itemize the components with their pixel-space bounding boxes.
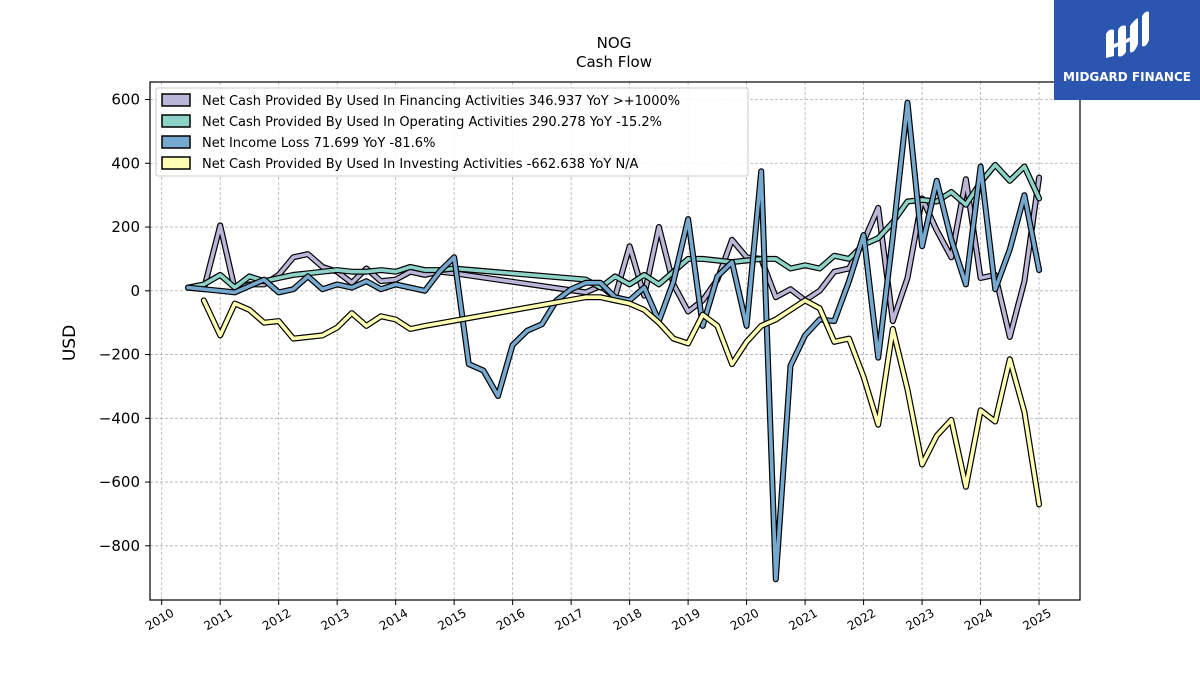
y-tick-label: 400 bbox=[111, 154, 140, 172]
series-lines bbox=[185, 99, 1043, 583]
x-tick-label: 2019 bbox=[669, 606, 702, 633]
plot-frame bbox=[149, 81, 1081, 601]
legend-entry: Net Cash Provided By Used In Investing A… bbox=[202, 157, 639, 172]
x-tick-label: 2017 bbox=[552, 606, 585, 633]
series-outline bbox=[200, 294, 1043, 508]
series-3 bbox=[200, 294, 1043, 508]
x-tick-label: 2011 bbox=[201, 606, 234, 633]
legend-entry: Net Income Loss 71.699 YoY -81.6% bbox=[202, 136, 435, 151]
x-tick-label: 2025 bbox=[1020, 606, 1053, 633]
y-tick-label: 0 bbox=[130, 282, 140, 300]
y-tick-label: −800 bbox=[99, 537, 140, 555]
y-tick-label: −600 bbox=[99, 473, 140, 491]
x-tick-label: 2022 bbox=[845, 606, 878, 633]
x-tick-label: 2020 bbox=[728, 606, 761, 633]
legend-box bbox=[155, 87, 749, 177]
legend: Net Cash Provided By Used In Financing A… bbox=[155, 87, 749, 177]
y-axis-label: USD bbox=[60, 325, 80, 361]
x-tick-label: 2014 bbox=[377, 606, 410, 633]
legend-swatch bbox=[161, 135, 191, 149]
legend-entry: Net Cash Provided By Used In Financing A… bbox=[202, 94, 680, 109]
series-2 bbox=[185, 99, 1043, 583]
x-tick-label: 2016 bbox=[494, 606, 527, 633]
y-tick-label: −200 bbox=[99, 346, 140, 364]
y-tick-label: 600 bbox=[111, 91, 140, 109]
series-line bbox=[186, 100, 1041, 582]
series-line bbox=[202, 295, 1041, 507]
x-tick-label: 2013 bbox=[318, 606, 351, 633]
chart-title: NOG bbox=[597, 34, 632, 52]
x-tick-label: 2018 bbox=[611, 606, 644, 633]
x-tick-label: 2021 bbox=[786, 606, 819, 633]
y-tick-label: −400 bbox=[99, 409, 140, 427]
x-tick-label: 2012 bbox=[260, 606, 293, 633]
legend-swatch bbox=[161, 114, 191, 128]
x-tick-label: 2023 bbox=[903, 606, 936, 633]
x-tick-label: 2015 bbox=[435, 606, 468, 633]
chart-subtitle: Cash Flow bbox=[576, 53, 652, 71]
legend-swatch bbox=[161, 93, 191, 107]
x-tick-label: 2024 bbox=[962, 606, 995, 633]
legend-swatch bbox=[161, 156, 191, 170]
brand-logo: MIDGARD FINANCE bbox=[1054, 0, 1200, 100]
x-tick-label: 2010 bbox=[143, 606, 176, 633]
brand-name: MIDGARD FINANCE bbox=[1063, 70, 1191, 84]
y-tick-label: 200 bbox=[111, 218, 140, 236]
midgard-finance-logo-icon: MIDGARD FINANCE bbox=[1054, 0, 1200, 100]
legend-entry: Net Cash Provided By Used In Operating A… bbox=[202, 115, 662, 130]
